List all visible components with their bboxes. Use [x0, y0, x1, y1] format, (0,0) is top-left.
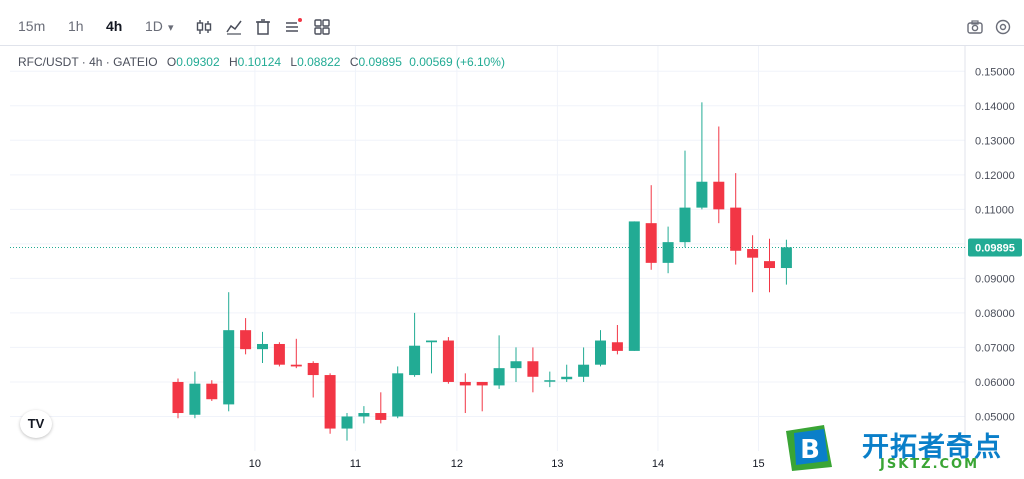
candle-body: [189, 383, 201, 415]
candle-body: [780, 247, 792, 269]
candle-body: [561, 376, 573, 380]
y-tick-label: 0.12000: [975, 170, 1015, 182]
candle-body: [747, 249, 759, 258]
candle-body: [392, 373, 404, 417]
watermark-subtitle: JSKTZ.COM: [880, 457, 980, 472]
tradingview-logo[interactable]: TV: [20, 410, 52, 438]
candle-body: [628, 221, 640, 351]
change-value: 0.00569 (+6.10%): [409, 55, 505, 69]
timeframe-1h[interactable]: 1h: [68, 18, 84, 34]
candle-body: [290, 364, 302, 367]
candle-body: [324, 375, 336, 429]
candle-body: [273, 343, 285, 365]
candle-body: [662, 242, 674, 263]
camera-icon[interactable]: [966, 18, 984, 36]
close-value: 0.09895: [358, 55, 402, 69]
candle-body: [341, 416, 353, 429]
open-label: O: [166, 55, 177, 69]
last-price-tag: [968, 238, 1022, 257]
candle-body: [696, 181, 708, 208]
candle-body: [730, 207, 742, 251]
y-tick-label: 0.15000: [975, 66, 1015, 78]
y-tick-label: 0.13000: [975, 135, 1015, 147]
candle-body: [510, 361, 522, 369]
x-tick-label: 15: [752, 458, 764, 470]
y-tick-label: 0.09000: [975, 273, 1015, 285]
candle-body: [172, 381, 184, 414]
candle-body: [679, 207, 691, 243]
candle-body: [442, 340, 454, 382]
candle-body: [426, 340, 437, 343]
watermark-logo: B: [786, 425, 832, 471]
x-tick-label: 13: [551, 458, 563, 470]
chart-toolbar: 15m 1h 4h 1D ▾: [0, 0, 1024, 46]
high-label: H: [229, 55, 238, 69]
trash-icon[interactable]: [254, 18, 272, 36]
candle-body: [476, 381, 488, 386]
x-tick-label: 11: [350, 458, 361, 470]
candle-body: [578, 364, 590, 377]
low-value: 0.08822: [297, 55, 341, 69]
candle-body: [358, 413, 370, 417]
candle-body: [459, 381, 471, 386]
candle-body: [493, 368, 505, 386]
settings-icon[interactable]: [994, 18, 1012, 36]
candle-body: [240, 330, 252, 350]
candle-body: [611, 342, 623, 351]
indicators-icon[interactable]: [225, 18, 243, 36]
y-tick-label: 0.05000: [975, 411, 1015, 423]
last-price-label: 0.09895: [975, 242, 1015, 254]
drawings-list-icon[interactable]: [284, 18, 302, 36]
candles-icon[interactable]: [195, 18, 213, 36]
candle-body: [645, 223, 657, 263]
symbol-label: RFC/USDT · 4h · GATEIO: [18, 55, 158, 69]
layout-grid-icon[interactable]: [313, 18, 331, 36]
candle-body: [223, 330, 235, 405]
x-tick-label: 14: [652, 458, 664, 470]
y-tick-label: 0.08000: [975, 308, 1015, 320]
x-tick-label: 12: [451, 458, 463, 470]
candle-body: [257, 343, 268, 350]
ohlc-legend: RFC/USDT · 4h · GATEIO O0.09302 H0.10124…: [18, 55, 505, 69]
candle-body: [307, 362, 319, 376]
candle-body: [544, 380, 556, 382]
candle-body: [409, 345, 421, 376]
timeframe-dropdown-caret[interactable]: ▾: [168, 22, 174, 34]
candle-body: [713, 181, 725, 210]
watermark-title: 开拓者奇点: [862, 432, 1002, 463]
y-tick-label: 0.11000: [975, 204, 1014, 216]
candle-body: [206, 383, 218, 400]
close-label: C: [349, 55, 359, 69]
low-label: L: [290, 55, 298, 69]
watermark-logo-letter: B: [800, 435, 820, 465]
price-chart[interactable]: 0.150000.140000.130000.120000.110000.100…: [0, 46, 1024, 479]
high-value: 0.10124: [237, 55, 282, 69]
candle-body: [764, 261, 775, 269]
y-tick-label: 0.06000: [975, 377, 1015, 389]
timeframe-1d[interactable]: 1D: [145, 18, 163, 34]
timeframe-15m[interactable]: 15m: [18, 18, 46, 34]
candle-body: [595, 340, 606, 365]
x-tick-label: 10: [249, 458, 261, 470]
candle-body: [375, 413, 387, 420]
y-tick-label: 0.14000: [975, 101, 1015, 113]
y-tick-label: 0.07000: [975, 342, 1015, 354]
open-value: 0.09302: [176, 55, 220, 69]
timeframe-4h[interactable]: 4h: [106, 18, 123, 34]
candle-body: [527, 361, 539, 377]
